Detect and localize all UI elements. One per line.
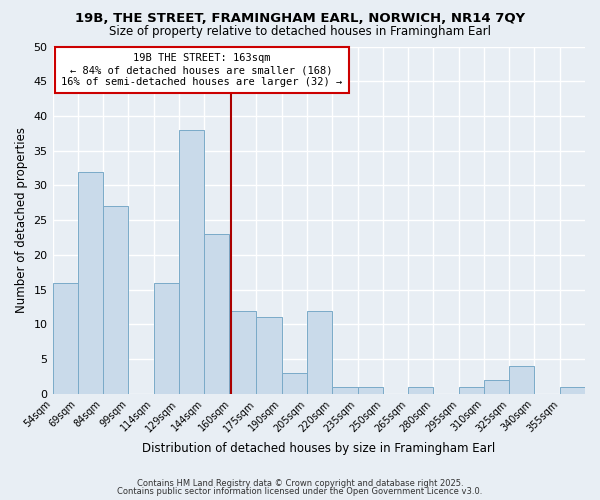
Bar [179, 130, 204, 394]
X-axis label: Distribution of detached houses by size in Framingham Earl: Distribution of detached houses by size … [142, 442, 496, 455]
Text: Contains HM Land Registry data © Crown copyright and database right 2025.: Contains HM Land Registry data © Crown c… [137, 478, 463, 488]
Bar [282, 373, 307, 394]
Bar [53, 282, 78, 394]
Bar [204, 234, 229, 394]
Bar [509, 366, 535, 394]
Y-axis label: Number of detached properties: Number of detached properties [15, 127, 28, 313]
Bar [103, 206, 128, 394]
Bar [484, 380, 509, 394]
Bar [358, 387, 383, 394]
Bar [231, 310, 256, 394]
Bar [408, 387, 433, 394]
Bar [560, 387, 585, 394]
Text: 19B, THE STREET, FRAMINGHAM EARL, NORWICH, NR14 7QY: 19B, THE STREET, FRAMINGHAM EARL, NORWIC… [75, 12, 525, 26]
Bar [458, 387, 484, 394]
Bar [307, 310, 332, 394]
Text: Size of property relative to detached houses in Framingham Earl: Size of property relative to detached ho… [109, 25, 491, 38]
Bar [154, 282, 179, 394]
Bar [256, 318, 282, 394]
Text: Contains public sector information licensed under the Open Government Licence v3: Contains public sector information licen… [118, 487, 482, 496]
Bar [332, 387, 358, 394]
Bar [78, 172, 103, 394]
Text: 19B THE STREET: 163sqm
← 84% of detached houses are smaller (168)
16% of semi-de: 19B THE STREET: 163sqm ← 84% of detached… [61, 54, 342, 86]
